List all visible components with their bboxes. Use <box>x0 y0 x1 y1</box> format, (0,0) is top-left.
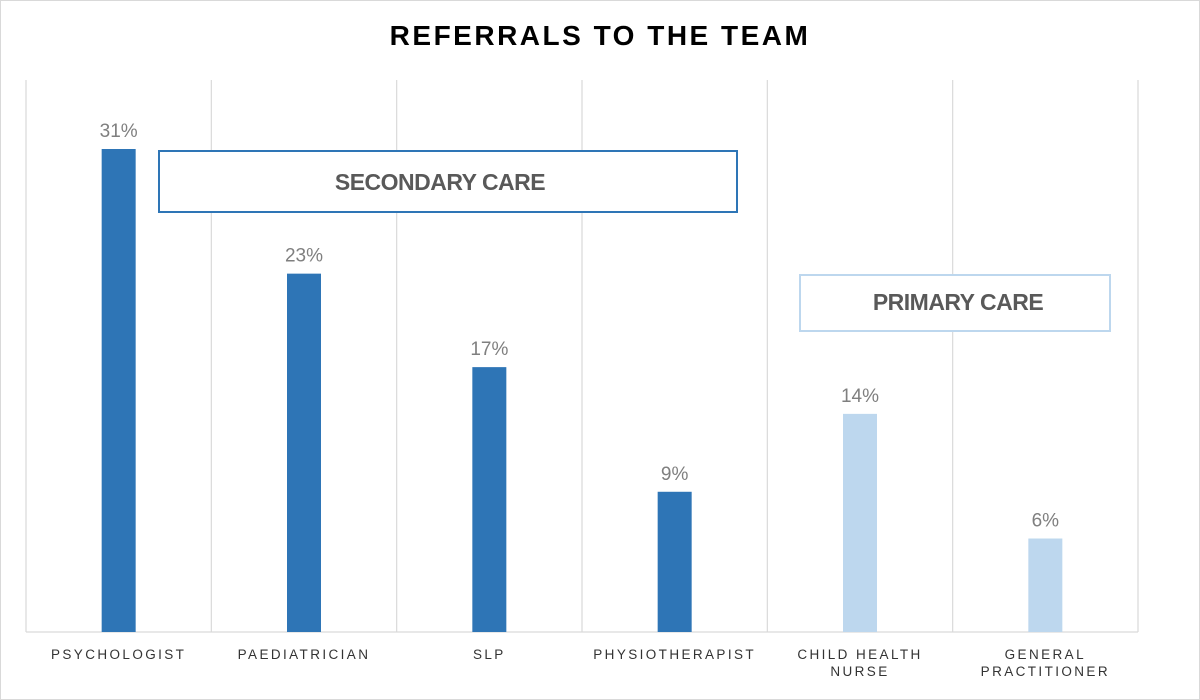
bar-1 <box>287 273 321 632</box>
value-label-5: 6% <box>1032 511 1060 532</box>
category-label-5-line-1: PRACTITIONER <box>981 664 1110 679</box>
value-label-4: 14% <box>841 386 879 407</box>
category-label-4-line-0: CHILD HEALTH <box>797 647 922 662</box>
value-label-1: 23% <box>285 246 323 267</box>
category-label-3: PHYSIOTHERAPIST <box>593 647 756 662</box>
bar-3 <box>657 491 692 632</box>
category-label-2: SLP <box>473 647 506 662</box>
bar-0 <box>101 149 136 632</box>
bar-5 <box>1028 538 1063 632</box>
group-label-0: SECONDARY CARE <box>335 169 545 195</box>
group-box-1 <box>799 274 1111 332</box>
category-label-4-line-1: NURSE <box>830 664 889 679</box>
bar-4 <box>843 413 877 632</box>
value-label-3: 9% <box>661 464 689 485</box>
category-label-0: PSYCHOLOGIST <box>51 647 186 662</box>
group-box-0 <box>158 150 738 213</box>
category-label-1: PAEDIATRICIAN <box>238 647 371 662</box>
value-label-2: 17% <box>470 339 508 360</box>
chart-title: REFERRALS TO THE TEAM <box>389 20 811 51</box>
bar-2 <box>472 367 507 632</box>
value-label-0: 31% <box>100 121 138 142</box>
category-label-5-line-0: GENERAL <box>1005 647 1086 662</box>
group-label-1: PRIMARY CARE <box>873 289 1044 315</box>
